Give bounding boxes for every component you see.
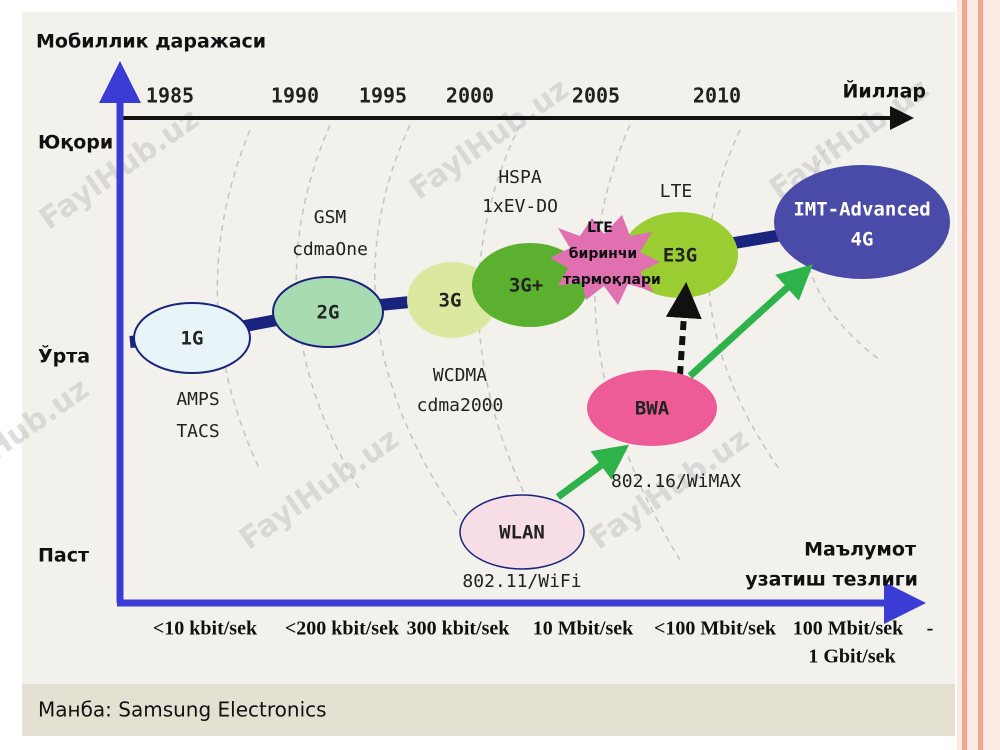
node-2g <box>272 276 384 348</box>
year: 2010 <box>693 84 741 108</box>
node-label: 3G+ <box>509 275 543 297</box>
node-note: 1xEV-DO <box>482 196 558 217</box>
year-axis-title: Йиллар <box>843 80 926 103</box>
node-note: cdma2000 <box>417 395 504 416</box>
node-label: 2G <box>317 302 340 324</box>
node-label: 3G <box>439 290 462 312</box>
speed: 10 Mbit/sek <box>533 618 634 640</box>
speed: <100 Mbit/sek <box>654 618 777 640</box>
node-bwa <box>587 370 717 446</box>
node-lte-first <box>550 215 660 305</box>
node-label: LTE <box>587 220 613 236</box>
side-stripe <box>962 0 967 750</box>
node-note: LTE <box>660 181 693 202</box>
node-label: тармоқлари <box>563 272 661 288</box>
year: 2005 <box>572 84 620 108</box>
x-axis-title: узатиш тезлиги <box>745 569 918 591</box>
node-note: 802.16/WiMAX <box>611 471 741 492</box>
node-label: 4G <box>851 229 874 251</box>
node-note: cdmaOne <box>292 239 368 260</box>
node-label: 1G <box>181 328 204 350</box>
node-note: AMPS <box>176 389 219 410</box>
node-label: BWA <box>635 398 670 420</box>
year: 1995 <box>359 84 407 108</box>
speed: 300 kbit/sek <box>407 618 511 640</box>
node-label: биринчи <box>569 246 638 262</box>
y-axis-title: Мобиллик даражаси <box>36 31 266 53</box>
source: Манба: Samsung Electronics <box>38 698 327 722</box>
node-1g <box>133 302 251 374</box>
node-note: 802.11/WiFi <box>462 571 581 592</box>
node-note: HSPA <box>498 167 542 188</box>
node-label: WLAN <box>499 522 545 544</box>
side-stripe <box>978 0 983 750</box>
speed: - <box>927 618 934 640</box>
green-arrow <box>555 444 630 500</box>
source-bg <box>22 684 955 736</box>
node-note: TACS <box>176 421 219 442</box>
speed: <10 kbit/sek <box>153 618 258 640</box>
year: 2000 <box>446 84 494 108</box>
node-note: WCDMA <box>433 365 487 386</box>
node-note: GSM <box>314 207 347 228</box>
node-imt <box>774 165 950 279</box>
node-3g-plus <box>472 243 588 327</box>
speed: <200 kbit/sek <box>285 618 400 640</box>
x-axis-title: Маълумот <box>804 539 916 561</box>
year: 1985 <box>146 84 194 108</box>
node-label: IMT-Advanced <box>793 199 930 221</box>
node-label: E3G <box>663 245 697 267</box>
speed: 1 Gbit/sek <box>808 646 896 668</box>
node-wlan <box>459 494 585 570</box>
green-arrow <box>687 264 813 379</box>
level-label: Паст <box>38 545 89 567</box>
level-label: Ўрта <box>38 345 90 368</box>
speed: 100 Mbit/sek <box>793 618 904 640</box>
dashed-arrow <box>665 282 702 376</box>
level-label: Юқори <box>38 132 113 154</box>
year: 1990 <box>271 84 319 108</box>
